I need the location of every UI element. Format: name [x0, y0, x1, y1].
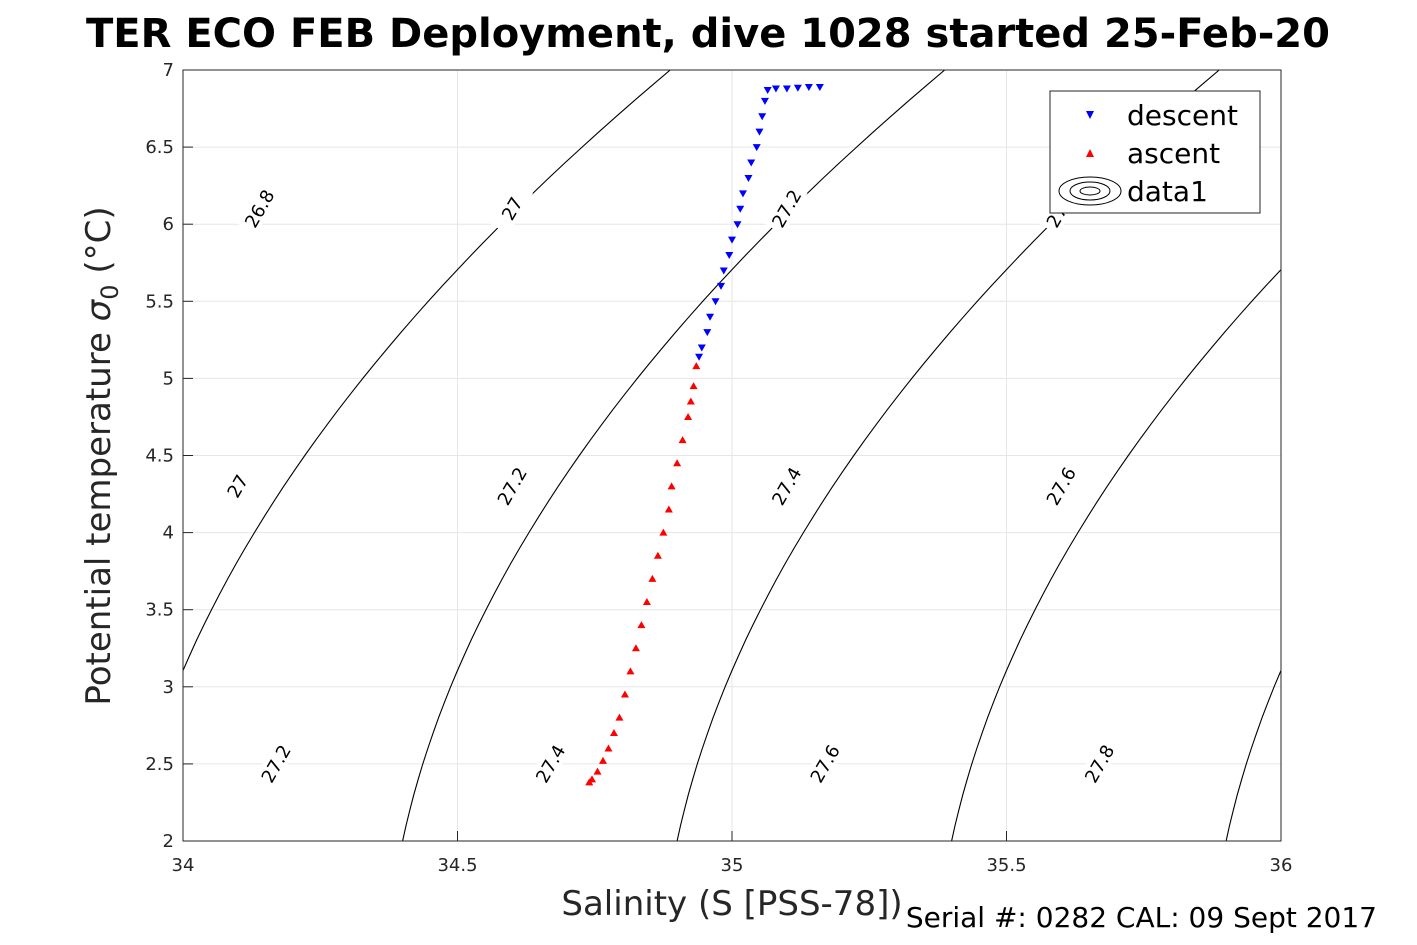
x-tick-label: 36	[1270, 855, 1293, 876]
x-tick-label: 35	[721, 855, 744, 876]
y-tick-label: 4.5	[145, 446, 174, 467]
ascent-marker	[659, 528, 668, 536]
axis-ticks: 34 34.5 35 35.5 36 2 2.5 3 3.5 4 4.5 5 5.5 6 6.5 7	[145, 60, 1292, 876]
descent-marker	[744, 174, 753, 182]
descent-marker	[758, 113, 767, 121]
descent-marker	[728, 236, 736, 244]
ascent-marker	[653, 551, 662, 559]
ascent-marker	[648, 574, 657, 582]
descent-marker	[771, 85, 780, 93]
ascent-marker	[684, 412, 693, 420]
legend-ascent-label: ascent	[1127, 137, 1220, 170]
y-tick-label: 6	[163, 214, 174, 235]
ascent-marker	[585, 778, 594, 786]
contour-line	[402, 70, 946, 841]
y-tick-label: 4	[163, 523, 174, 544]
contour-line	[183, 70, 672, 672]
contour-line	[951, 268, 1281, 841]
legend-contour-icon	[1058, 176, 1122, 206]
ascent-marker	[604, 744, 613, 752]
contour-label-bg	[764, 181, 808, 235]
contour-label-bg	[1039, 459, 1083, 513]
legend: descent ascent data1	[1049, 90, 1261, 214]
contour-label-bg	[253, 737, 297, 790]
ascent-marker	[678, 436, 687, 444]
chart-title: TER ECO FEB Deployment, dive 1028 starte…	[86, 11, 1330, 57]
ascent-marker	[686, 397, 695, 405]
ascent-marker	[598, 756, 607, 764]
descent-marker	[697, 344, 706, 352]
descent-marker	[804, 83, 813, 91]
descent-marker	[703, 329, 712, 337]
contour-label-bg	[490, 181, 534, 235]
descent-marker	[760, 97, 769, 105]
ascent-marker	[637, 621, 646, 629]
contour-label-bg	[215, 459, 259, 513]
y-axis-label: Potential temperature σ0 (°C)	[79, 206, 124, 705]
y-tick-label: 6.5	[145, 137, 174, 158]
y-tick-label: 3.5	[145, 600, 174, 621]
descent-marker	[711, 298, 720, 306]
descent-marker	[706, 313, 715, 321]
x-tick-label: 34	[172, 855, 195, 876]
ascent-marker	[631, 644, 640, 652]
ascent-marker	[642, 597, 651, 605]
contour-label-bg	[764, 459, 808, 513]
ascent-marker	[664, 505, 673, 513]
descent-marker	[733, 221, 742, 229]
descent-marker	[717, 282, 726, 290]
descent-marker	[752, 144, 761, 152]
descent-marker	[736, 205, 745, 213]
contour-line	[1225, 669, 1281, 841]
y-tick-label: 5.5	[145, 291, 174, 312]
descent-marker	[747, 159, 756, 167]
ascent-marker	[667, 482, 676, 490]
descent-marker	[695, 353, 704, 361]
ascent-marker	[692, 362, 701, 370]
contour-label-bg	[528, 737, 572, 790]
ascent-marker	[620, 690, 629, 698]
ascent-marker	[689, 382, 698, 390]
contour-label-bg	[802, 737, 846, 790]
descent-marker	[763, 87, 772, 95]
legend-descent-marker	[1086, 111, 1094, 119]
descent-marker	[719, 267, 728, 275]
data-series	[585, 83, 824, 786]
legend-box	[1049, 90, 1261, 214]
ascent-marker	[673, 459, 682, 467]
contour-label-bg	[490, 459, 534, 513]
y-tick-label: 7	[163, 60, 174, 81]
descent-marker	[755, 128, 764, 136]
legend-data1-label: data1	[1127, 175, 1208, 208]
contour-label-bg	[1077, 737, 1121, 790]
ascent-marker	[593, 767, 602, 775]
contour-label-bg	[237, 181, 281, 235]
legend-ascent-marker	[1086, 149, 1094, 157]
x-tick-label: 34.5	[437, 855, 477, 876]
ascent-marker	[609, 729, 618, 737]
x-tick-label: 35.5	[986, 855, 1026, 876]
legend-descent-label: descent	[1127, 99, 1238, 132]
y-tick-label: 3	[163, 677, 174, 698]
descent-marker	[782, 85, 791, 93]
descent-marker	[815, 83, 824, 91]
ascent-marker	[615, 713, 624, 721]
y-tick-label: 2	[163, 831, 174, 852]
ascent-marker	[626, 667, 635, 675]
descent-marker	[793, 84, 802, 92]
serial-calibration-text: Serial #: 0282 CAL: 09 Sept 2017	[906, 901, 1377, 934]
x-axis-label: Salinity (S [PSS-78])	[561, 884, 902, 924]
y-tick-label: 2.5	[145, 754, 174, 775]
descent-marker	[725, 252, 734, 260]
descent-marker	[738, 190, 747, 198]
y-tick-label: 5	[163, 368, 174, 389]
